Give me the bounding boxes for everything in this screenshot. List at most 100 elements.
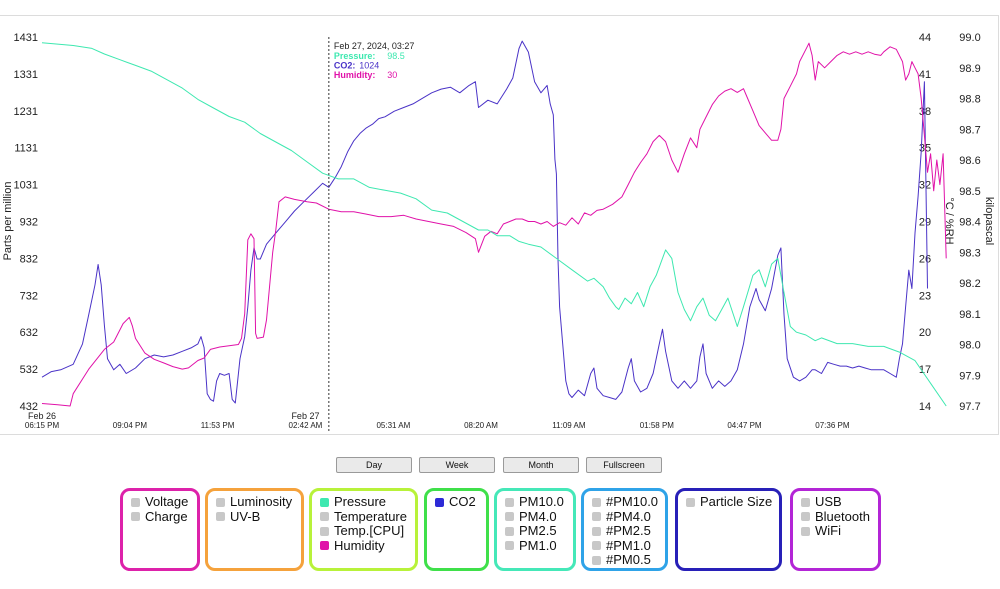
sensor-toggle-label: Charge	[145, 508, 188, 524]
sensor-toggle[interactable]: CO2	[435, 495, 486, 510]
sensor-chart[interactable]: 1431 1331 1231 1131 1031 932 832 732 632 532 432 Pa…	[0, 0, 1000, 440]
sensor-toggle-label: #PM4.0	[606, 508, 651, 524]
y-right-tick-label: 99.0	[959, 32, 980, 44]
series-line-pressure	[41, 42, 947, 407]
tooltip-label: Humidity:	[334, 70, 376, 80]
tooltip-value: 30	[387, 70, 397, 80]
tooltip-date: Feb 27, 2024, 03:27	[334, 41, 415, 51]
sensor-toggle-checkbox[interactable]	[592, 497, 601, 507]
sensor-toggle[interactable]: #PM2.5	[592, 524, 665, 539]
y-right-tick-label: 98.7	[959, 124, 980, 136]
x-tick-label: 07:36 PM	[815, 421, 850, 430]
x-tick-label: 04:47 PM	[727, 421, 762, 430]
y-right-tick-label: 98.2	[959, 278, 980, 290]
sensor-toggle-label: Temp.[CPU]	[334, 523, 405, 539]
sensor-toggle[interactable]: WiFi	[801, 524, 878, 539]
sensor-toggle-checkbox[interactable]	[505, 526, 514, 536]
x-tick-date-label: Feb 27	[291, 411, 319, 421]
sensor-toggle-label: #PM10.0	[606, 494, 659, 510]
x-tick-label: 11:53 PM	[201, 421, 235, 430]
sensor-toggle-checkbox[interactable]	[216, 512, 225, 522]
sensor-toggle-label: Voltage	[145, 494, 189, 510]
sensor-toggle-checkbox[interactable]	[686, 497, 695, 507]
sensor-toggle[interactable]: PM10.0	[505, 495, 573, 510]
sensor-toggle[interactable]: USB	[801, 495, 878, 510]
sensor-group: Particle Size	[675, 488, 782, 571]
sensor-toggle[interactable]: Temperature	[320, 508, 415, 525]
y-right-tick-label: 97.9	[959, 370, 980, 382]
sensor-toggle[interactable]: Voltage	[131, 495, 197, 510]
sensor-toggle-checkbox[interactable]	[505, 512, 514, 522]
sensor-toggle-checkbox[interactable]	[131, 512, 140, 522]
sensor-toggle[interactable]: Pressure	[320, 495, 415, 510]
sensor-toggle[interactable]: Temp.[CPU]	[320, 524, 415, 539]
sensor-toggle-label: PM1.0	[519, 537, 557, 553]
sensor-group: Luminosity UV-B	[205, 488, 304, 571]
sensor-toggle[interactable]: Particle Size	[686, 495, 779, 510]
sensor-toggle-checkbox[interactable]	[801, 526, 810, 536]
y-mid-tick-label: 26	[919, 253, 931, 265]
week-button[interactable]: Week	[419, 457, 495, 473]
sensor-toggle[interactable]: PM2.5	[505, 524, 573, 539]
tooltip-label: CO2:	[334, 61, 356, 71]
y-mid-tick-label: 29	[919, 217, 931, 229]
sensor-toggle[interactable]: #PM4.0	[592, 508, 665, 525]
y-right-tick-label: 98.0	[959, 340, 980, 352]
y-left-tick-label: 932	[20, 217, 38, 229]
y-right-tick-label: 98.5	[959, 186, 980, 198]
sensor-toggle-label: #PM2.5	[606, 523, 651, 539]
sensor-toggle[interactable]: #PM10.0	[592, 495, 665, 510]
sensor-toggle-checkbox[interactable]	[320, 541, 329, 551]
x-tick-label: 05:31 AM	[376, 421, 410, 430]
x-tick-label: 08:20 AM	[464, 421, 498, 430]
sensor-group: PM10.0 PM4.0 PM2.5 PM1.0	[494, 488, 576, 571]
sensor-toggle[interactable]: UV-B	[216, 509, 301, 525]
sensor-toggle-checkbox[interactable]	[505, 497, 514, 507]
sensor-toggle-label: Temperature	[334, 508, 407, 524]
sensor-toggle-checkbox[interactable]	[801, 497, 810, 507]
y-mid-tick-label: 41	[919, 69, 931, 81]
sensor-group: #PM10.0 #PM4.0 #PM2.5 #PM1.0 #PM0.5	[581, 488, 668, 571]
x-tick-date-label: Feb 26	[28, 411, 56, 421]
sensor-toggle-checkbox[interactable]	[801, 512, 810, 522]
sensor-toggle-checkbox[interactable]	[216, 497, 225, 507]
sensor-toggle-label: Particle Size	[700, 494, 773, 510]
series-line-humidity	[41, 42, 947, 407]
sensor-toggle-checkbox[interactable]	[320, 497, 329, 507]
sensor-toggle-checkbox[interactable]	[592, 555, 601, 565]
day-button[interactable]: Day	[336, 457, 412, 473]
y-left-tick-label: 1131	[14, 143, 38, 155]
sensor-group: CO2	[424, 488, 489, 571]
sensor-toggle[interactable]: PM4.0	[505, 509, 573, 525]
sensor-toggle-label: #PM1.0	[606, 537, 651, 553]
y-right-tick-label: 98.6	[959, 155, 980, 167]
sensor-toggle[interactable]: #PM0.5	[592, 553, 665, 568]
sensor-toggle-checkbox[interactable]	[592, 526, 601, 536]
y-right-tick-label: 98.8	[959, 94, 980, 106]
month-button[interactable]: Month	[503, 457, 579, 473]
sensor-toggle-checkbox[interactable]	[131, 497, 140, 507]
y-left-tick-label: 1231	[14, 106, 38, 118]
y-left-tick-label: 532	[20, 364, 38, 376]
x-tick-label: 06:15 PM	[25, 421, 60, 430]
sensor-toggle[interactable]: Humidity	[320, 538, 415, 554]
fullscreen-button[interactable]: Fullscreen	[586, 457, 662, 473]
sensor-toggle-label: Luminosity	[230, 494, 293, 510]
sensor-toggle-checkbox[interactable]	[320, 526, 329, 536]
sensor-toggle-label: USB	[815, 494, 842, 510]
sensor-group: Pressure Temperature Temp.[CPU] Humidity	[309, 488, 418, 571]
sensor-toggle-checkbox[interactable]	[320, 512, 329, 522]
y-mid-tick-label: 44	[919, 32, 931, 44]
sensor-toggle[interactable]: PM1.0	[505, 537, 573, 554]
y-mid-tick-label: 14	[919, 401, 931, 413]
sensor-toggle-checkbox[interactable]	[592, 512, 601, 522]
sensor-toggle[interactable]: Charge	[131, 508, 197, 525]
sensor-toggle[interactable]: Bluetooth	[801, 508, 878, 525]
x-tick-label: 09:04 PM	[113, 421, 148, 430]
sensor-toggle-checkbox[interactable]	[505, 541, 514, 551]
sensor-toggle-checkbox[interactable]	[592, 541, 601, 551]
sensor-toggle-label: Bluetooth	[815, 508, 870, 524]
sensor-toggle-checkbox[interactable]	[435, 497, 444, 507]
sensor-toggle[interactable]: Luminosity	[216, 495, 301, 510]
sensor-toggle[interactable]: #PM1.0	[592, 537, 665, 554]
